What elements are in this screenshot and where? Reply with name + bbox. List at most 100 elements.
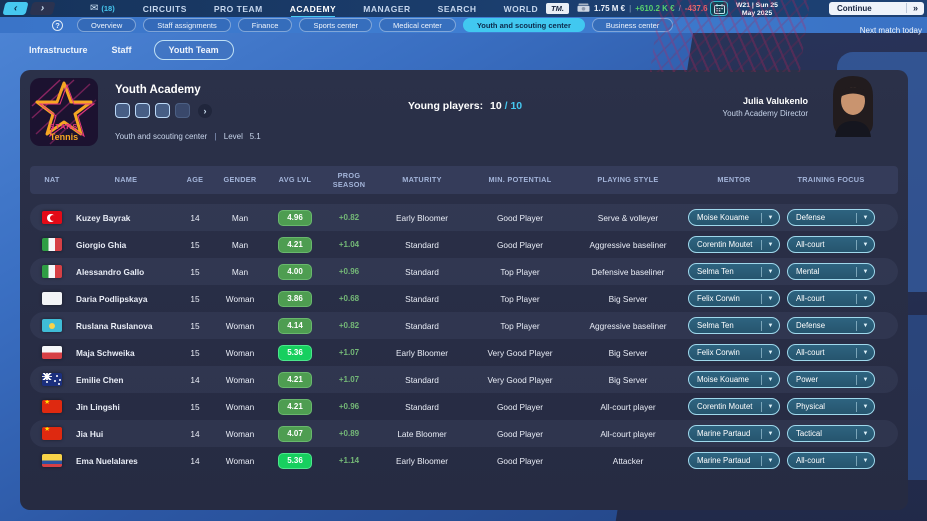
training-focus-dropdown[interactable]: Power ▼ xyxy=(787,371,875,388)
player-row[interactable]: Emilie Chen 14 Woman 4.21 +1.07 Standard… xyxy=(30,366,898,393)
player-row[interactable]: Jia Hui 14 Woman 4.07 +0.89 Late Bloomer… xyxy=(30,420,898,447)
expense-value: -437.6 K € xyxy=(684,4,723,13)
sub-tab[interactable]: Youth Team xyxy=(153,40,234,60)
player-row[interactable]: Kuzey Bayrak 14 Man 4.96 +0.82 Early Blo… xyxy=(30,204,898,231)
training-focus-dropdown[interactable]: Defense ▼ xyxy=(787,317,875,334)
help-button[interactable]: ? xyxy=(52,19,63,31)
back-icon: ‹ xyxy=(12,3,19,14)
sub-tabs: Infrastructure Staff Youth Team xyxy=(27,38,234,62)
sub-tab[interactable]: Staff xyxy=(111,45,132,55)
mentor-dropdown[interactable]: Felix Corwin ▼ xyxy=(688,344,780,361)
divider xyxy=(856,266,857,277)
player-name: Alessandro Gallo xyxy=(76,266,145,277)
divider xyxy=(761,347,762,358)
player-row[interactable]: Giorgio Ghia 15 Man 4.21 +1.04 Standard … xyxy=(30,231,898,258)
academy-level-slot[interactable] xyxy=(135,103,150,118)
week-day: W21 | Sun 25 xyxy=(736,2,778,9)
player-row[interactable]: Maja Schweika 15 Woman 5.36 +1.07 Early … xyxy=(30,339,898,366)
mentor-dropdown[interactable]: Corentin Moutet ▼ xyxy=(688,398,780,415)
section-tab[interactable]: Youth and scouting center xyxy=(462,18,585,32)
nationality-flag-icon xyxy=(42,292,62,305)
avg-level-badge: 5.36 xyxy=(278,344,312,361)
column-header: TRAINING FOCUS xyxy=(797,175,865,185)
training-focus-dropdown[interactable]: All-court ▼ xyxy=(787,236,875,253)
chevron-down-icon: ▼ xyxy=(767,295,774,302)
training-focus-dropdown[interactable]: Tactical ▼ xyxy=(787,425,875,442)
nav-item[interactable]: PRO TEAM xyxy=(213,3,263,14)
club-name-line1: STARS xyxy=(49,124,79,131)
progression-season: +1.07 xyxy=(338,375,360,384)
expand-slots-button[interactable]: › xyxy=(198,103,212,118)
calendar-button[interactable] xyxy=(710,1,728,16)
divider xyxy=(761,320,762,331)
column-header: MIN. POTENTIAL xyxy=(488,175,552,185)
youth-academy-panel: STARS Tennis Youth Academy › Youth and s… xyxy=(20,70,908,510)
player-row[interactable]: Ruslana Ruslanova 15 Woman 4.14 +0.82 St… xyxy=(30,312,898,339)
section-tab[interactable]: Sports center xyxy=(299,18,373,32)
player-age: 15 xyxy=(190,239,200,250)
club-logo: STARS Tennis xyxy=(30,78,98,146)
chevron-down-icon: ▼ xyxy=(862,376,869,383)
director-name: Julia Valukenlo xyxy=(742,96,808,106)
nav-item[interactable]: CIRCUITS xyxy=(142,3,187,14)
maturity-value: Early Bloomer xyxy=(395,212,449,223)
player-age: 15 xyxy=(190,401,200,412)
chevron-down-icon: ▼ xyxy=(767,268,774,275)
mentor-selected: Selma Ten xyxy=(697,321,734,330)
mentor-selected: Felix Corwin xyxy=(697,348,740,357)
chevron-down-icon: ▼ xyxy=(862,457,869,464)
avg-level-badge: 4.96 xyxy=(278,209,312,226)
chevron-down-icon: ▼ xyxy=(767,376,774,383)
divider xyxy=(856,239,857,250)
continue-button[interactable]: Continue » xyxy=(829,1,924,15)
training-focus-dropdown[interactable]: All-court ▼ xyxy=(787,290,875,307)
playing-style-value: All-court player xyxy=(600,428,656,439)
player-row[interactable]: Ema Nuelalares 14 Woman 5.36 +1.14 Early… xyxy=(30,447,898,474)
training-focus-selected: Tactical xyxy=(796,429,822,438)
sub-tab[interactable]: Infrastructure xyxy=(29,45,88,55)
mentor-dropdown[interactable]: Selma Ten ▼ xyxy=(688,263,780,280)
training-focus-dropdown[interactable]: Mental ▼ xyxy=(787,263,875,280)
training-focus-dropdown[interactable]: Defense ▼ xyxy=(787,209,875,226)
player-age: 14 xyxy=(190,428,200,439)
training-focus-selected: Defense xyxy=(796,213,826,222)
academy-level-slot[interactable] xyxy=(115,103,130,118)
section-tab[interactable]: Finance xyxy=(237,18,293,32)
training-focus-dropdown[interactable]: Physical ▼ xyxy=(787,398,875,415)
section-tab[interactable]: Medical center xyxy=(379,18,456,32)
inbox-button[interactable]: ✉ (18) xyxy=(90,3,115,14)
academy-level-slot[interactable] xyxy=(155,103,170,118)
chevron-down-icon: ▼ xyxy=(862,403,869,410)
nav-item[interactable]: SEARCH xyxy=(437,3,477,14)
forward-button[interactable]: › xyxy=(29,2,56,15)
nav-item[interactable]: WORLD xyxy=(503,3,539,14)
divider: / xyxy=(678,4,681,13)
next-match-label: Next match today xyxy=(859,26,922,35)
nav-item[interactable]: ACADEMY xyxy=(289,3,337,18)
avg-level-badge: 4.00 xyxy=(278,263,312,280)
player-age: 15 xyxy=(190,320,200,331)
mentor-dropdown[interactable]: Marine Partaud ▼ xyxy=(688,452,780,469)
section-tab[interactable]: Business center xyxy=(591,18,674,32)
section-tab[interactable]: Staff assignments xyxy=(143,18,231,32)
mentor-dropdown[interactable]: Marine Partaud ▼ xyxy=(688,425,780,442)
player-row[interactable]: Jin Lingshi 15 Woman 4.21 +0.96 Standard… xyxy=(30,393,898,420)
nav-item[interactable]: MANAGER xyxy=(363,3,411,14)
section-tab[interactable]: Overview xyxy=(77,18,137,32)
back-button[interactable]: ‹ xyxy=(2,2,29,15)
main-nav: CIRCUITS PRO TEAM ACADEMY MANAGER SEARCH WORL… xyxy=(142,3,539,18)
divider xyxy=(761,401,762,412)
mentor-dropdown[interactable]: Moise Kouame ▼ xyxy=(688,209,780,226)
mentor-dropdown[interactable]: Corentin Moutet ▼ xyxy=(688,236,780,253)
player-gender: Man xyxy=(231,212,249,223)
player-row[interactable]: Alessandro Gallo 15 Man 4.00 +0.96 Stand… xyxy=(30,258,898,285)
player-gender: Woman xyxy=(225,374,255,385)
training-focus-dropdown[interactable]: All-court ▼ xyxy=(787,452,875,469)
mentor-dropdown[interactable]: Selma Ten ▼ xyxy=(688,317,780,334)
academy-level-slot[interactable] xyxy=(175,103,190,118)
mentor-dropdown[interactable]: Moise Kouame ▼ xyxy=(688,371,780,388)
mentor-selected: Felix Corwin xyxy=(697,294,740,303)
mentor-dropdown[interactable]: Felix Corwin ▼ xyxy=(688,290,780,307)
player-row[interactable]: Daria Podlipskaya 15 Woman 3.86 +0.68 St… xyxy=(30,285,898,312)
training-focus-dropdown[interactable]: All-court ▼ xyxy=(787,344,875,361)
